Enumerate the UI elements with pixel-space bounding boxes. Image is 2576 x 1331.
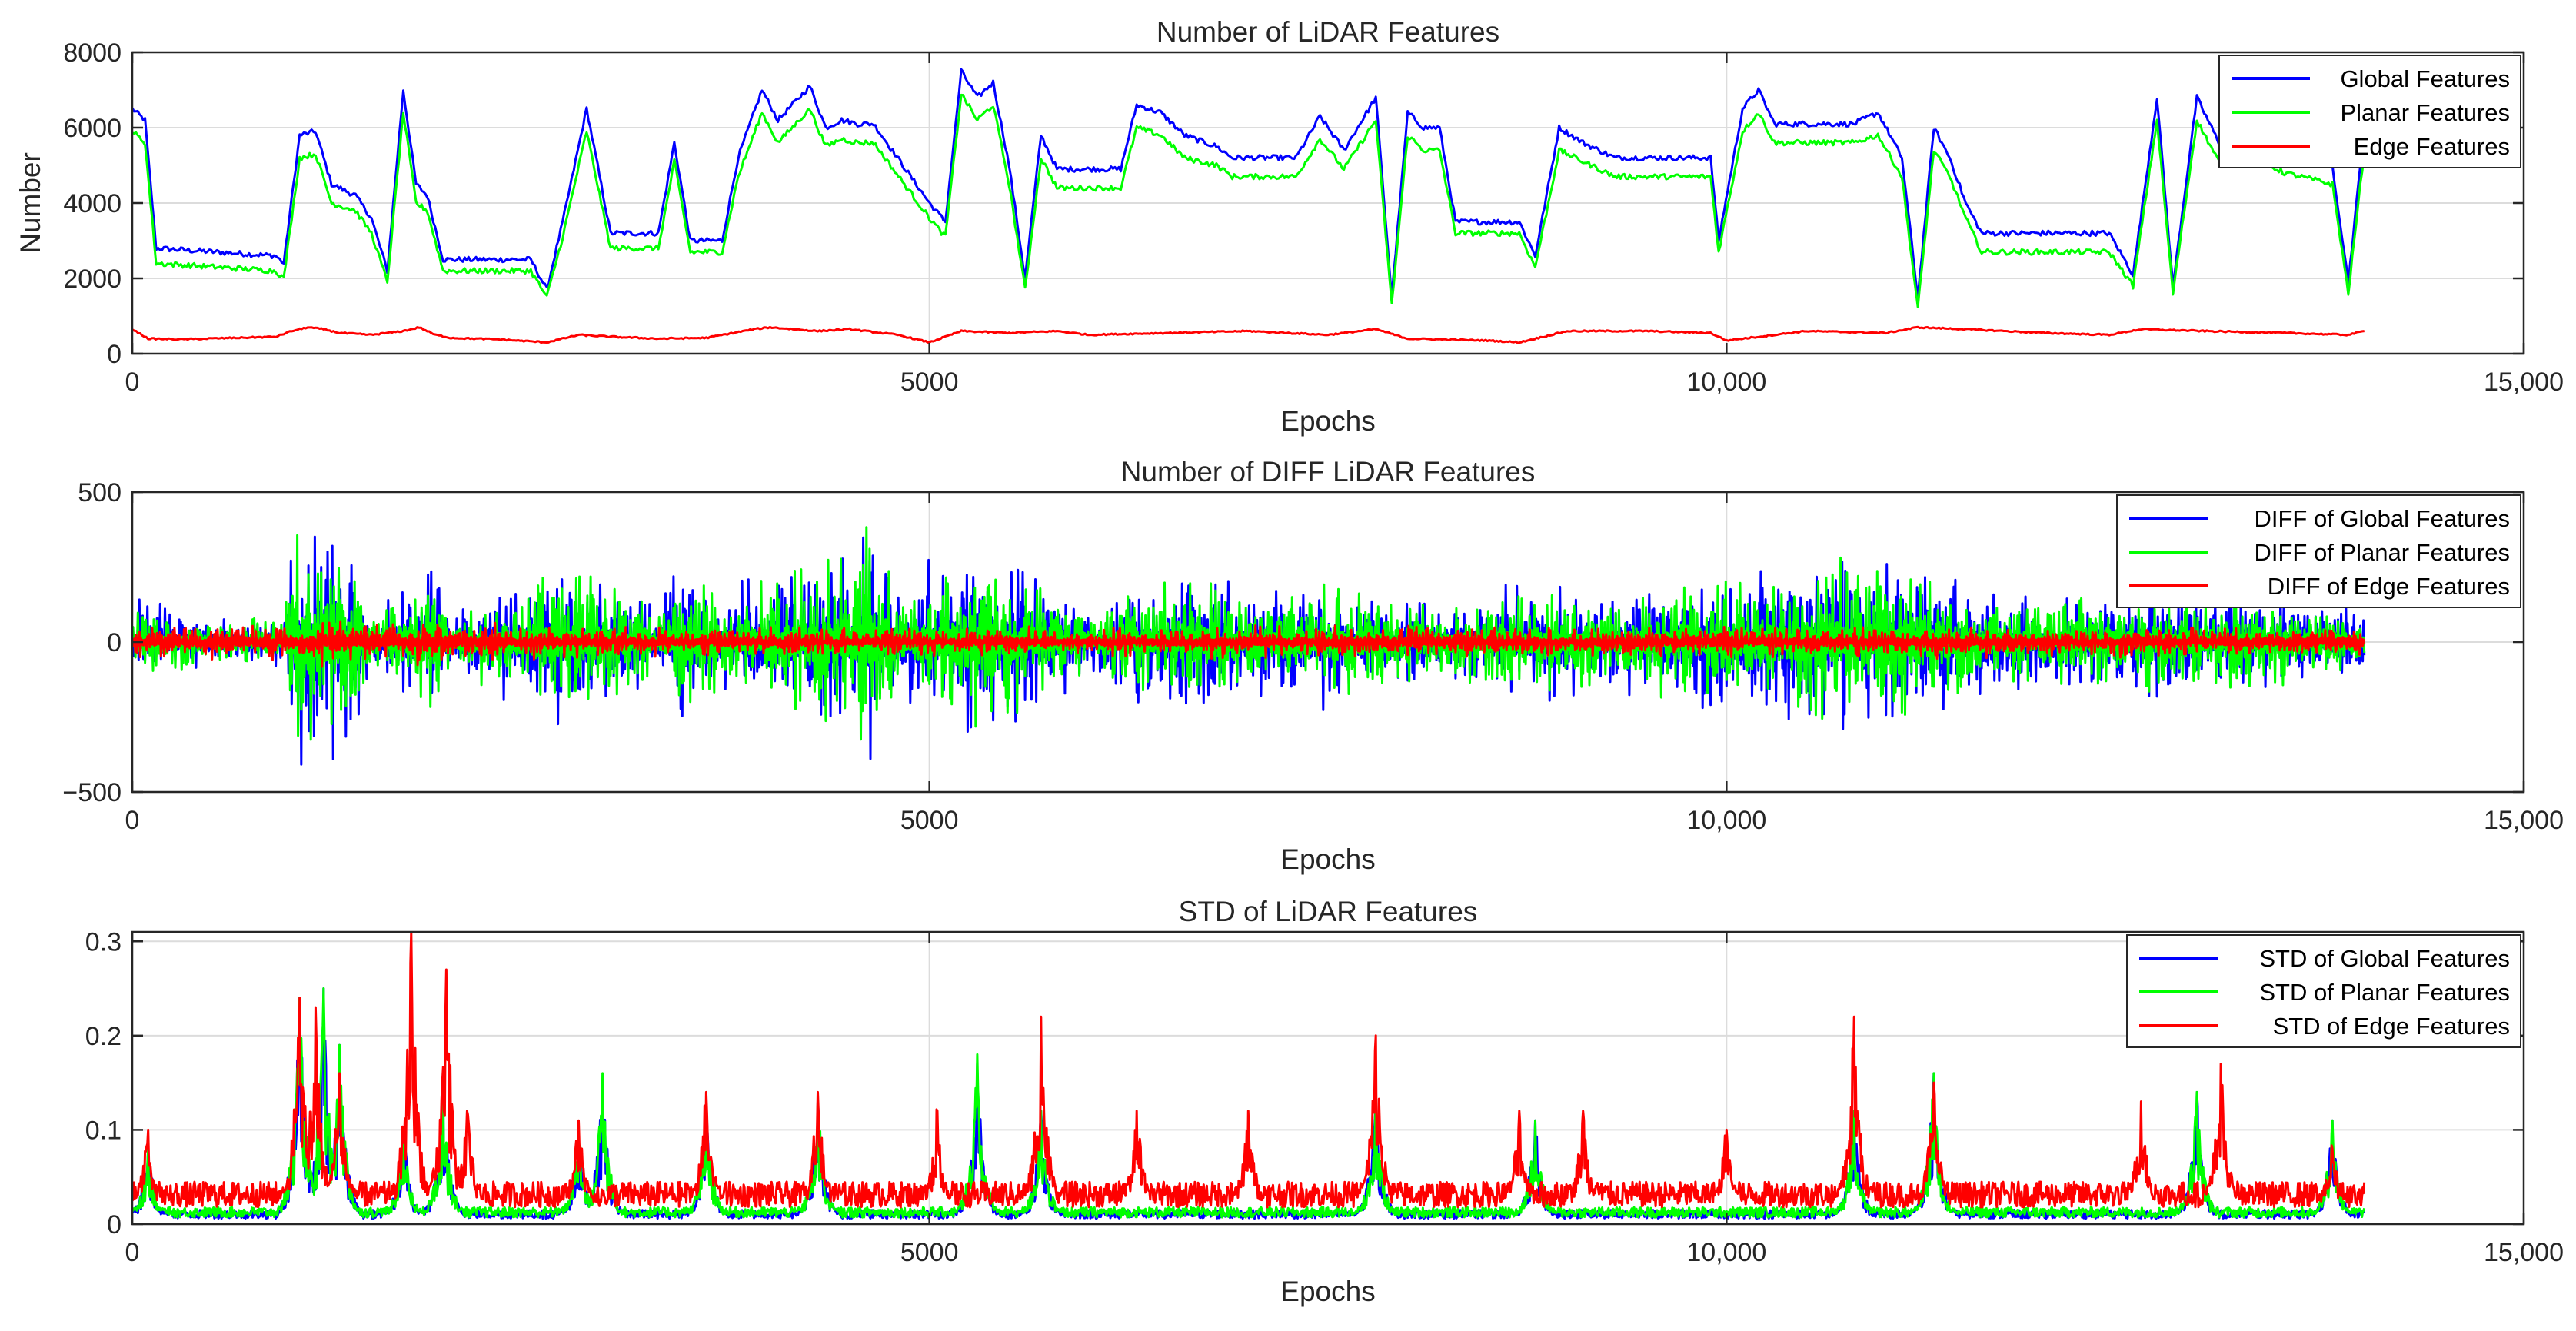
x-tick-label: 10,000 (1686, 368, 1766, 397)
x-axis-label: Epochs (1280, 405, 1375, 437)
legend-entry: STD of Planar Features (2259, 979, 2510, 1006)
y-tick-label: 0.1 (85, 1116, 121, 1145)
x-tick-label: 15,000 (2484, 806, 2564, 835)
x-tick-label: 15,000 (2484, 368, 2564, 397)
y-tick-label: 2000 (63, 265, 121, 294)
y-tick-label: 0 (107, 628, 121, 657)
plot-area (132, 932, 2524, 1224)
chart-title: Number of DIFF LiDAR Features (1121, 456, 1536, 487)
x-tick-label: 5000 (900, 806, 959, 835)
x-tick-label: 0 (125, 368, 140, 397)
x-tick-label: 5000 (900, 368, 959, 397)
legend-entry: STD of Global Features (2259, 945, 2510, 972)
y-tick-label: 4000 (63, 189, 121, 218)
x-tick-label: 15,000 (2484, 1238, 2564, 1267)
series-group (132, 68, 2366, 344)
series-line-global (132, 68, 2366, 299)
legend: DIFF of Global Features DIFF of Planar Fe… (2116, 494, 2521, 608)
y-tick-label: 6000 (63, 114, 121, 143)
x-axis-label: Epochs (1280, 1276, 1375, 1307)
series-line-edge (132, 620, 2366, 668)
legend-entry: DIFF of Planar Features (2254, 539, 2510, 566)
x-tick-label: 10,000 (1686, 1238, 1766, 1267)
y-tick-label: 0 (107, 340, 121, 369)
axes-box (131, 930, 2525, 1226)
chart-title: Number of LiDAR Features (1157, 16, 1499, 48)
chart-title: STD of LiDAR Features (1179, 896, 1478, 927)
y-tick-label: 500 (78, 478, 121, 507)
legend: Global Features Planar Features Edge Featu… (2218, 55, 2521, 168)
x-tick-label: 0 (125, 806, 140, 835)
legend-entry: DIFF of Global Features (2254, 505, 2510, 532)
series-line-planar (132, 93, 2366, 308)
series-line-planar (132, 987, 2366, 1219)
y-tick-label: 0.3 (85, 927, 121, 957)
series-group (132, 526, 2366, 766)
legend-entry: DIFF of Edge Features (2268, 573, 2510, 600)
y-tick-label: −500 (62, 778, 121, 807)
legend-entry: Edge Features (2354, 133, 2510, 160)
y-tick-label: 0 (107, 1210, 121, 1239)
y-tick-label: 0.2 (85, 1022, 121, 1051)
legend-entry: STD of Edge Features (2273, 1013, 2510, 1040)
panel-number-of-features: 0 5000 10,000 15,000 0 2000 4000 6000 8000 Number… (15, 16, 2564, 437)
x-tick-label: 0 (125, 1238, 140, 1267)
x-tick-label: 10,000 (1686, 806, 1766, 835)
series-line-edge (132, 932, 2366, 1209)
legend-entry: Global Features (2340, 65, 2510, 92)
x-tick-label: 5000 (900, 1238, 959, 1267)
legend-entry: Planar Features (2340, 99, 2510, 126)
series-group (132, 932, 2366, 1220)
y-tick-label: 8000 (63, 38, 121, 68)
panel-std-features: 0 5000 10,000 15,000 0 0.1 0.2 0.3 STD of LiDAR … (85, 896, 2564, 1307)
series-line-edge (132, 325, 2365, 344)
x-axis-label: Epochs (1280, 844, 1375, 875)
legend: STD of Global Features STD of Planar Feat… (2126, 934, 2521, 1048)
y-axis-label: Number (15, 152, 46, 254)
series-line-planar (132, 526, 2366, 741)
